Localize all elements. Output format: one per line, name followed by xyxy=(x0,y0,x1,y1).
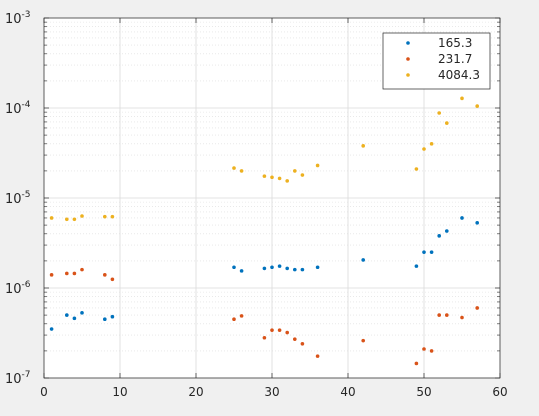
data-point-series-1 xyxy=(422,250,426,254)
data-point-series-2 xyxy=(232,317,236,322)
x-tick-labels: 0 10 20 30 40 50 60 xyxy=(40,385,507,399)
x-tick-label: 40 xyxy=(340,385,355,399)
data-point-series-1 xyxy=(110,314,115,319)
data-point-series-3 xyxy=(232,166,236,170)
data-point-series-3 xyxy=(103,214,107,219)
y-tick-label: 10-5 xyxy=(5,190,31,207)
data-point-series-2 xyxy=(239,314,244,318)
data-point-series-3 xyxy=(422,147,426,151)
axis-ticks xyxy=(43,17,501,379)
legend-box xyxy=(382,32,491,90)
legend-label: 4084.3 xyxy=(438,68,480,82)
data-point-series-1 xyxy=(65,313,69,317)
data-point-series-3 xyxy=(315,163,320,168)
data-point-series-1 xyxy=(285,266,290,271)
data-point-series-2 xyxy=(422,347,426,351)
data-point-series-1 xyxy=(475,221,480,225)
data-point-series-1 xyxy=(239,269,244,273)
data-point-series-3 xyxy=(429,142,434,146)
data-point-series-3 xyxy=(65,217,69,222)
data-point-series-1 xyxy=(49,327,54,331)
data-point-series-2 xyxy=(103,273,107,277)
data-point-series-3 xyxy=(80,214,84,218)
data-point-series-3 xyxy=(72,217,77,222)
y-tick-label: 10-6 xyxy=(5,280,31,297)
data-point-series-3 xyxy=(277,176,282,181)
x-tick-label: 30 xyxy=(264,385,279,399)
data-point-series-1 xyxy=(300,267,305,272)
data-point-series-2 xyxy=(437,313,442,317)
data-point-series-1 xyxy=(80,311,84,315)
legend: 165.3 231.7 4084.3 xyxy=(382,32,491,90)
data-point-series-3 xyxy=(414,167,419,171)
data-points xyxy=(49,96,480,366)
data-point-series-2 xyxy=(80,267,84,272)
legend-marker xyxy=(406,73,410,77)
data-point-series-1 xyxy=(277,264,282,268)
data-point-series-2 xyxy=(277,328,282,332)
data-point-series-2 xyxy=(270,328,274,332)
data-point-series-3 xyxy=(285,179,290,183)
data-point-series-2 xyxy=(300,341,305,346)
data-point-series-3 xyxy=(437,111,442,115)
data-point-series-1 xyxy=(232,265,236,270)
legend-label: 231.7 xyxy=(438,52,472,66)
data-point-series-2 xyxy=(110,277,115,282)
data-point-series-2 xyxy=(293,337,297,341)
y-tick-label: 10-4 xyxy=(5,100,31,117)
data-point-series-1 xyxy=(293,267,297,272)
data-point-series-1 xyxy=(445,229,449,233)
data-point-series-3 xyxy=(239,169,244,173)
data-point-series-1 xyxy=(262,266,267,271)
legend-marker xyxy=(406,41,410,45)
data-point-series-3 xyxy=(475,104,480,108)
data-point-series-1 xyxy=(414,264,419,268)
x-tick-label: 60 xyxy=(492,385,507,399)
data-point-series-3 xyxy=(293,169,297,173)
data-point-series-1 xyxy=(460,216,464,220)
data-point-series-3 xyxy=(262,174,267,178)
data-point-series-2 xyxy=(445,313,449,317)
data-point-series-2 xyxy=(429,349,434,353)
data-point-series-1 xyxy=(103,317,107,322)
data-point-series-3 xyxy=(361,144,366,148)
data-point-series-2 xyxy=(49,273,54,277)
data-point-series-1 xyxy=(361,258,366,262)
x-tick-label: 10 xyxy=(112,385,127,399)
data-point-series-3 xyxy=(110,214,115,219)
y-tick-label: 10-7 xyxy=(5,370,31,387)
data-point-series-1 xyxy=(72,316,77,321)
data-point-series-2 xyxy=(262,335,267,340)
y-tick-label: 10-3 xyxy=(5,10,31,27)
data-point-series-3 xyxy=(445,121,449,125)
data-point-series-1 xyxy=(315,265,320,270)
data-point-series-2 xyxy=(414,361,419,366)
legend-label: 165.3 xyxy=(438,36,472,50)
data-point-series-3 xyxy=(300,173,305,177)
data-point-series-3 xyxy=(270,175,274,180)
x-tick-label: 0 xyxy=(40,385,48,399)
data-point-series-3 xyxy=(460,96,464,101)
data-point-series-2 xyxy=(361,338,366,343)
data-point-series-2 xyxy=(475,306,480,310)
legend-marker xyxy=(406,57,410,61)
data-point-series-1 xyxy=(429,250,434,254)
x-tick-label: 50 xyxy=(416,385,431,399)
x-tick-label: 20 xyxy=(188,385,203,399)
y-tick-labels: 10-7 10-6 10-5 10-4 10-3 xyxy=(5,10,31,387)
data-point-series-2 xyxy=(315,354,320,358)
data-point-series-2 xyxy=(285,330,290,335)
data-point-series-2 xyxy=(72,271,77,276)
data-point-series-1 xyxy=(437,234,442,238)
data-point-series-2 xyxy=(460,315,464,320)
data-point-series-2 xyxy=(65,271,69,276)
data-point-series-1 xyxy=(270,265,274,270)
data-point-series-3 xyxy=(49,216,54,220)
